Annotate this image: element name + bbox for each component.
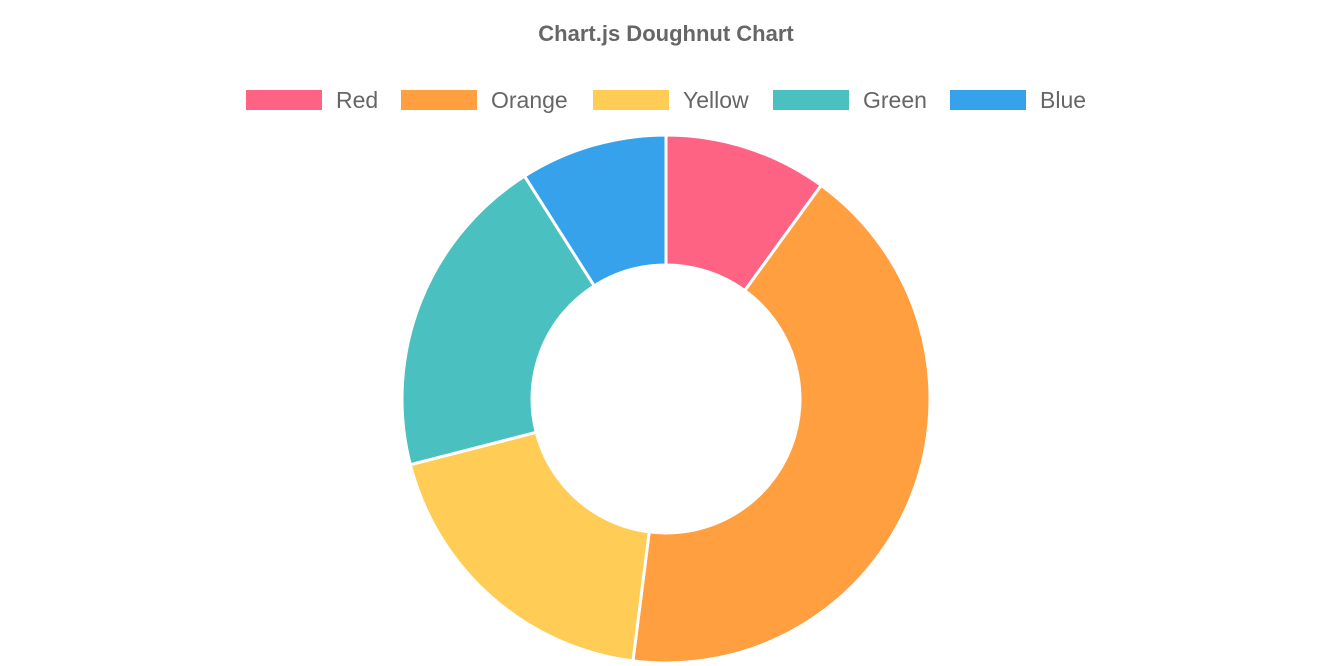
doughnut-slice-yellow[interactable] [408,430,651,663]
legend-item-orange[interactable]: Orange [401,84,568,116]
legend-item-green[interactable]: Green [773,84,927,116]
doughnut-slice-orange[interactable] [631,183,932,665]
legend-swatch-blue [950,90,1026,110]
legend-label-red: Red [336,86,379,113]
legend-swatch-yellow [593,90,669,110]
doughnut-slice-blue[interactable] [523,133,668,288]
legend-item-blue[interactable]: Blue [950,84,1086,116]
doughnut-slice-green[interactable] [400,174,596,467]
legend-swatch-red [246,90,322,110]
legend-item-red[interactable]: Red [246,84,378,116]
legend-label-yellow: Yellow [683,86,749,113]
legend-item-yellow[interactable]: Yellow [593,84,749,116]
legend-swatch-orange [401,90,477,110]
legend: Red Orange Yellow Green Blue [0,84,1332,116]
legend-label-blue: Blue [1040,86,1087,113]
legend-label-green: Green [863,86,927,113]
chart-title: Chart.js Doughnut Chart [538,21,794,46]
legend-swatch-green [773,90,849,110]
legend-label-orange: Orange [491,86,568,113]
